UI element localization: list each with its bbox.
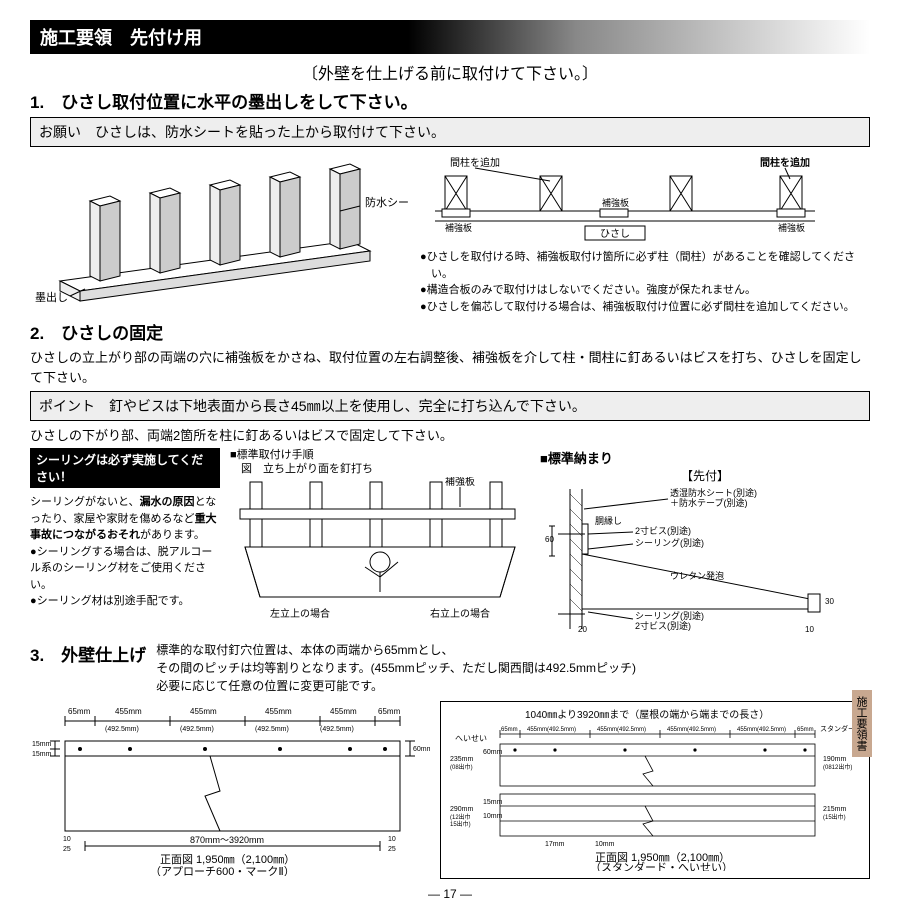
- step1-figures: 墨出し 防水シート 間柱を追加 間柱を: [30, 151, 870, 315]
- svg-text:190mm: 190mm: [823, 756, 847, 763]
- svg-text:65mm: 65mm: [501, 727, 518, 733]
- svg-text:＋防水テープ(別途): ＋防水テープ(別途): [670, 497, 747, 508]
- svg-text:(492.5mm): (492.5mm): [320, 726, 354, 733]
- step2-heading: 2. ひさしの固定: [30, 319, 870, 344]
- svg-text:455mm: 455mm: [190, 707, 217, 716]
- svg-text:補強板: 補強板: [778, 222, 805, 233]
- svg-text:455mm(492.5mm): 455mm(492.5mm): [527, 727, 576, 733]
- svg-text:235mm: 235mm: [450, 756, 474, 763]
- fig-center-title: ■標準取付け手順 図 立ち上がり面を釘打ち: [230, 448, 530, 477]
- svg-text:60mm: 60mm: [483, 749, 503, 756]
- svg-text:30: 30: [825, 597, 834, 606]
- step1-notice: お願い ひさしは、防水シートを貼った上から取付けて下さい。: [30, 117, 870, 147]
- svg-text:1040㎜より3920㎜まで（屋根の端から端までの長さ）: 1040㎜より3920㎜まで（屋根の端から端までの長さ）: [525, 708, 769, 721]
- svg-text:(492.5mm): (492.5mm): [105, 726, 139, 733]
- svg-text:455mm(492.5mm): 455mm(492.5mm): [737, 727, 786, 733]
- step3-figB: 1040㎜より3920㎜まで（屋根の端から端までの長さ） 65mm 455mm(…: [445, 706, 865, 871]
- svg-text:右立上の場合: 右立上の場合: [430, 607, 490, 620]
- svg-text:ウレタン発泡: ウレタン発泡: [670, 570, 724, 581]
- svg-text:へいせい: へいせい: [455, 734, 487, 743]
- svg-text:(492.5mm): (492.5mm): [255, 726, 289, 733]
- step2-body: ひさしの立上がり部の両端の穴に補強板をかさね、取付位置の左右調整後、補強板を介し…: [30, 348, 870, 387]
- svg-text:2寸ビス(別途): 2寸ビス(別途): [635, 525, 691, 536]
- step1-bullet1: ●ひさしを取付ける時、補強板取付け箇所に必ず柱（間柱）があることを確認してくださ…: [420, 249, 870, 282]
- svg-text:15mm: 15mm: [32, 741, 52, 748]
- svg-text:間柱を追加: 間柱を追加: [760, 156, 810, 169]
- svg-text:シーリング(別途): シーリング(別途): [635, 610, 704, 621]
- svg-text:(15出巾): (15出巾): [823, 813, 846, 821]
- svg-text:(492.5mm): (492.5mm): [180, 726, 214, 733]
- svg-text:10mm: 10mm: [595, 841, 615, 848]
- svg-text:290mm: 290mm: [450, 806, 474, 813]
- label-sheet: 防水シート: [365, 195, 410, 209]
- svg-text:65mm: 65mm: [378, 707, 401, 716]
- svg-text:（スタンダード・へいせい）: （スタンダード・へいせい）: [590, 860, 733, 871]
- step2-row: シーリングは必ず実施してください！ シーリングがないと、漏水の原因となったり、家…: [30, 448, 870, 637]
- svg-text:65mm: 65mm: [68, 707, 91, 716]
- svg-text:間柱を追加: 間柱を追加: [450, 156, 500, 169]
- svg-text:10: 10: [388, 836, 396, 843]
- lbl-sheet: 透湿防水シート(別途): [670, 487, 757, 498]
- svg-text:10: 10: [63, 836, 71, 843]
- svg-text:25: 25: [388, 846, 396, 853]
- svg-text:補強板: 補強板: [445, 222, 472, 233]
- step2-body2: ひさしの下がり部、両端2箇所を柱に釘あるいはビスで固定して下さい。: [30, 425, 870, 444]
- svg-text:215mm: 215mm: [823, 806, 847, 813]
- svg-text:(08出巾): (08出巾): [450, 763, 473, 771]
- svg-text:15mm: 15mm: [32, 751, 52, 758]
- svg-text:870mm～3920mm: 870mm～3920mm: [190, 835, 264, 845]
- svg-text:60mm: 60mm: [413, 746, 430, 753]
- step1-heading: 1. ひさし取付位置に水平の墨出しをして下さい。: [30, 88, 870, 113]
- svg-text:17mm: 17mm: [545, 841, 565, 848]
- svg-text:15mm: 15mm: [483, 799, 503, 806]
- step3-figures: 65mm 455mm 455mm 455mm 455mm 65mm (492.5…: [30, 701, 870, 879]
- svg-text:20: 20: [578, 625, 587, 634]
- caution-b2: ●シーリング材は別途手配です。: [30, 593, 220, 610]
- step1-bullet3: ●ひさしを偏芯して取付ける場合は、補強板取付け位置に必ず間柱を追加してください。: [420, 299, 870, 316]
- svg-text:(12出巾: (12出巾: [450, 813, 471, 821]
- svg-text:60: 60: [545, 535, 554, 544]
- svg-text:正面図 1,950㎜（2,100㎜）: 正面図 1,950㎜（2,100㎜）: [160, 853, 295, 866]
- step1-bullet2: ●構造合板のみで取付けはしないでください。強度が保たれません。: [420, 282, 870, 299]
- step2-fig-right: 60 20 10 30 透湿防水シート(別途) ＋防水テープ(別途) 胴縁し 2…: [540, 484, 840, 634]
- svg-text:455mm: 455mm: [330, 707, 357, 716]
- step1-fig1: 墨出し 防水シート: [30, 151, 410, 311]
- svg-text:455mm(492.5mm): 455mm(492.5mm): [667, 727, 716, 733]
- svg-text:ひさし: ひさし: [600, 228, 630, 240]
- svg-text:10mm: 10mm: [483, 813, 503, 820]
- svg-text:65mm: 65mm: [797, 727, 814, 733]
- svg-text:455mm: 455mm: [115, 707, 142, 716]
- page-number: — 17 —: [30, 887, 870, 901]
- step1-fig2: 間柱を追加 間柱を追加 補強板 補強板 補強板 ひさし: [420, 151, 840, 246]
- svg-text:10: 10: [805, 625, 814, 634]
- svg-text:胴縁し: 胴縁し: [595, 515, 622, 526]
- caution-head: シーリングは必ず実施してください！: [30, 448, 220, 488]
- svg-text:シーリング(別途): シーリング(別途): [635, 537, 704, 548]
- svg-text:455mm(492.5mm): 455mm(492.5mm): [597, 727, 646, 733]
- title-bar: 施工要領 先付け用: [30, 20, 870, 54]
- caution-p1: シーリングがないと、漏水の原因となったり、家屋や家財を傷めるなど重大事故につなが…: [30, 496, 217, 541]
- bracket-note: 〔外壁を仕上げる前に取付けて下さい。〕: [30, 60, 870, 84]
- label-sumi: 墨出し: [35, 290, 68, 304]
- svg-text:（アプローチ600・マークⅡ）: （アプローチ600・マークⅡ）: [150, 865, 295, 876]
- fig-right-title: ■標準納まり: [540, 448, 870, 467]
- step3-heading: 3. 外壁仕上げ: [30, 641, 146, 666]
- svg-text:15出巾): 15出巾): [450, 820, 471, 828]
- svg-text:(0812出巾): (0812出巾): [823, 763, 852, 771]
- svg-text:455mm: 455mm: [265, 707, 292, 716]
- svg-text:2寸ビス(別途): 2寸ビス(別途): [635, 620, 691, 631]
- step2-point: ポイント 釘やビスは下地表面から長さ45㎜以上を使用し、完全に打ち込んで下さい。: [30, 391, 870, 421]
- svg-text:補強板: 補強板: [445, 477, 475, 488]
- svg-text:25: 25: [63, 846, 71, 853]
- svg-text:左立上の場合: 左立上の場合: [270, 607, 330, 620]
- caution-b1: ●シーリングする場合は、脱アルコール系のシーリング材をご使用ください。: [30, 544, 220, 594]
- step2-fig-center: 補強板 左立上の場合 右立上の場合: [230, 477, 530, 622]
- fig-right-sub: 【先付】: [540, 467, 870, 484]
- side-tab: 施工要領書: [852, 690, 872, 757]
- svg-text:補強板: 補強板: [602, 197, 629, 208]
- step3-body: 標準的な取付釘穴位置は、本体の両端から65mmとし、 その間のピッチは均等割りと…: [156, 637, 636, 695]
- step3-figA: 65mm 455mm 455mm 455mm 455mm 65mm (492.5…: [30, 701, 430, 876]
